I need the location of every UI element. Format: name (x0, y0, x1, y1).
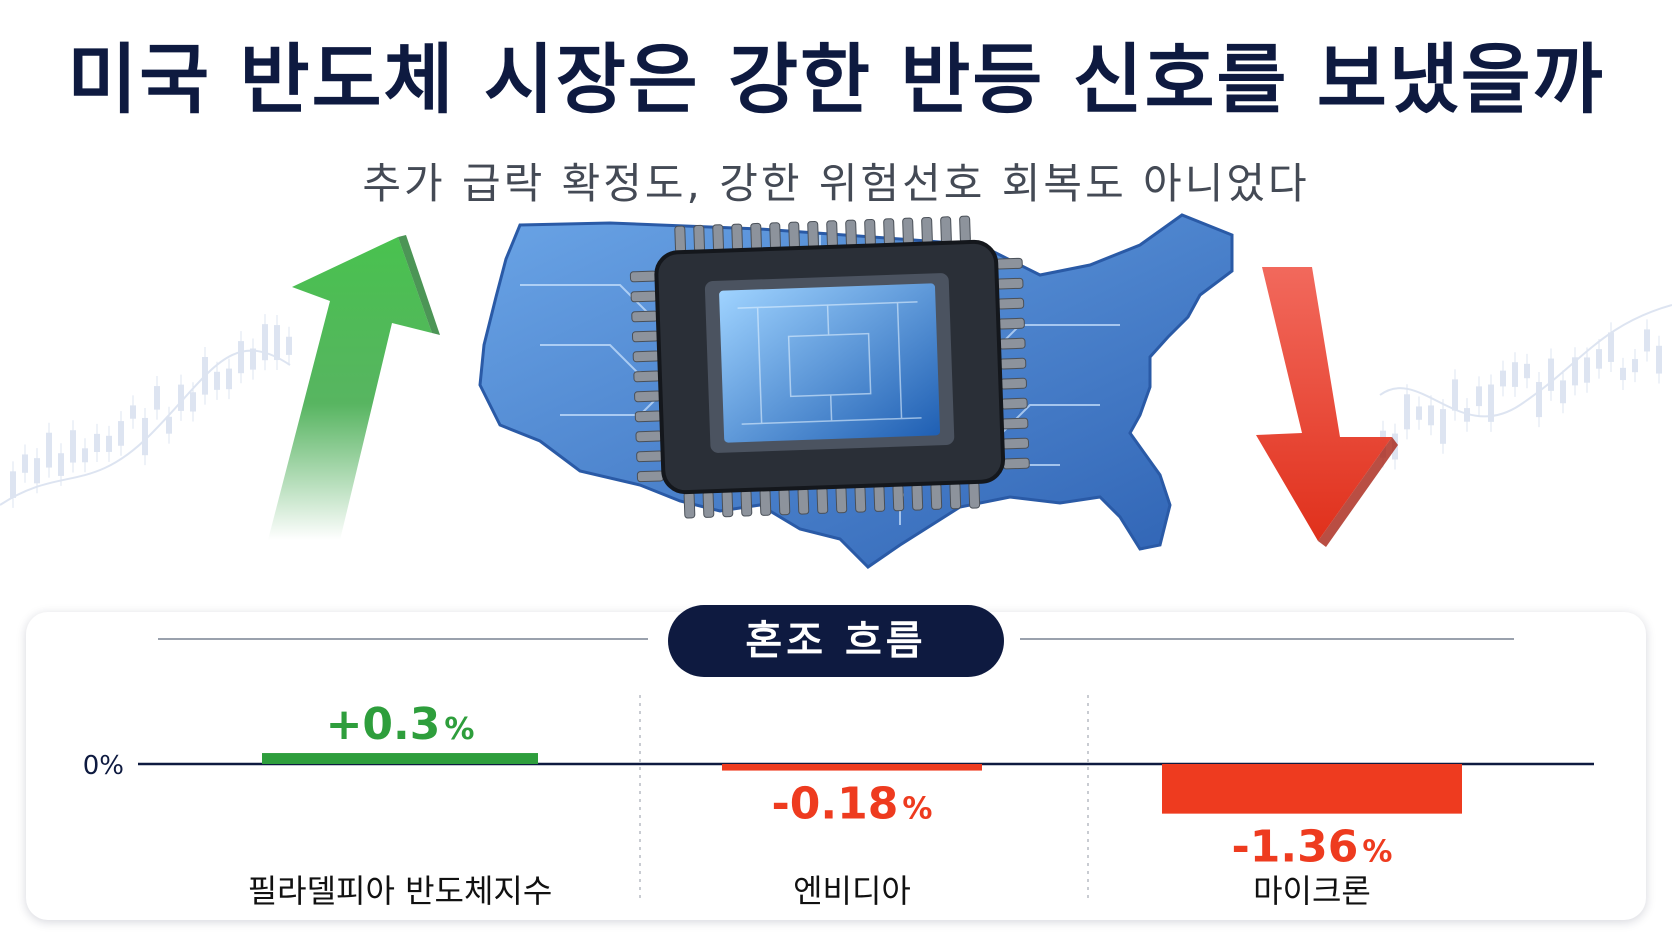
baseline-label: 0% (83, 751, 124, 781)
mixed-trend-badge: 혼조 흐름 (668, 605, 1004, 677)
green-up-arrow-icon (262, 235, 440, 540)
bar-2 (1162, 764, 1462, 814)
category-label-0: 필라델피아 반도체지수 (248, 872, 553, 910)
value-label-2: -1.36% (1232, 822, 1393, 873)
value-unit-0: % (444, 712, 474, 747)
value-unit-1: % (902, 792, 932, 827)
candlestick-background-left (0, 314, 292, 508)
value-label-0: +0.3% (326, 699, 475, 750)
value-label-1: -0.18% (772, 779, 933, 830)
hero-illustration (0, 213, 1672, 569)
divider-right (1020, 638, 1514, 640)
bar-0 (262, 753, 538, 764)
red-down-arrow-icon (1256, 267, 1398, 547)
category-label-1: 엔비디아 (793, 872, 911, 910)
divider-left (158, 638, 648, 640)
page-subtitle: 추가 급락 확정도, 강한 위험선호 회복도 아니었다 (362, 159, 1310, 208)
page-title: 미국 반도체 시장은 강한 반등 신호를 보냈을까 (67, 35, 1605, 124)
candlestick-background-right (1379, 304, 1672, 470)
bar-1 (722, 764, 982, 771)
semiconductor-chip-icon (629, 215, 1030, 519)
category-label-2: 마이크론 (1253, 872, 1371, 910)
value-unit-2: % (1362, 835, 1392, 870)
